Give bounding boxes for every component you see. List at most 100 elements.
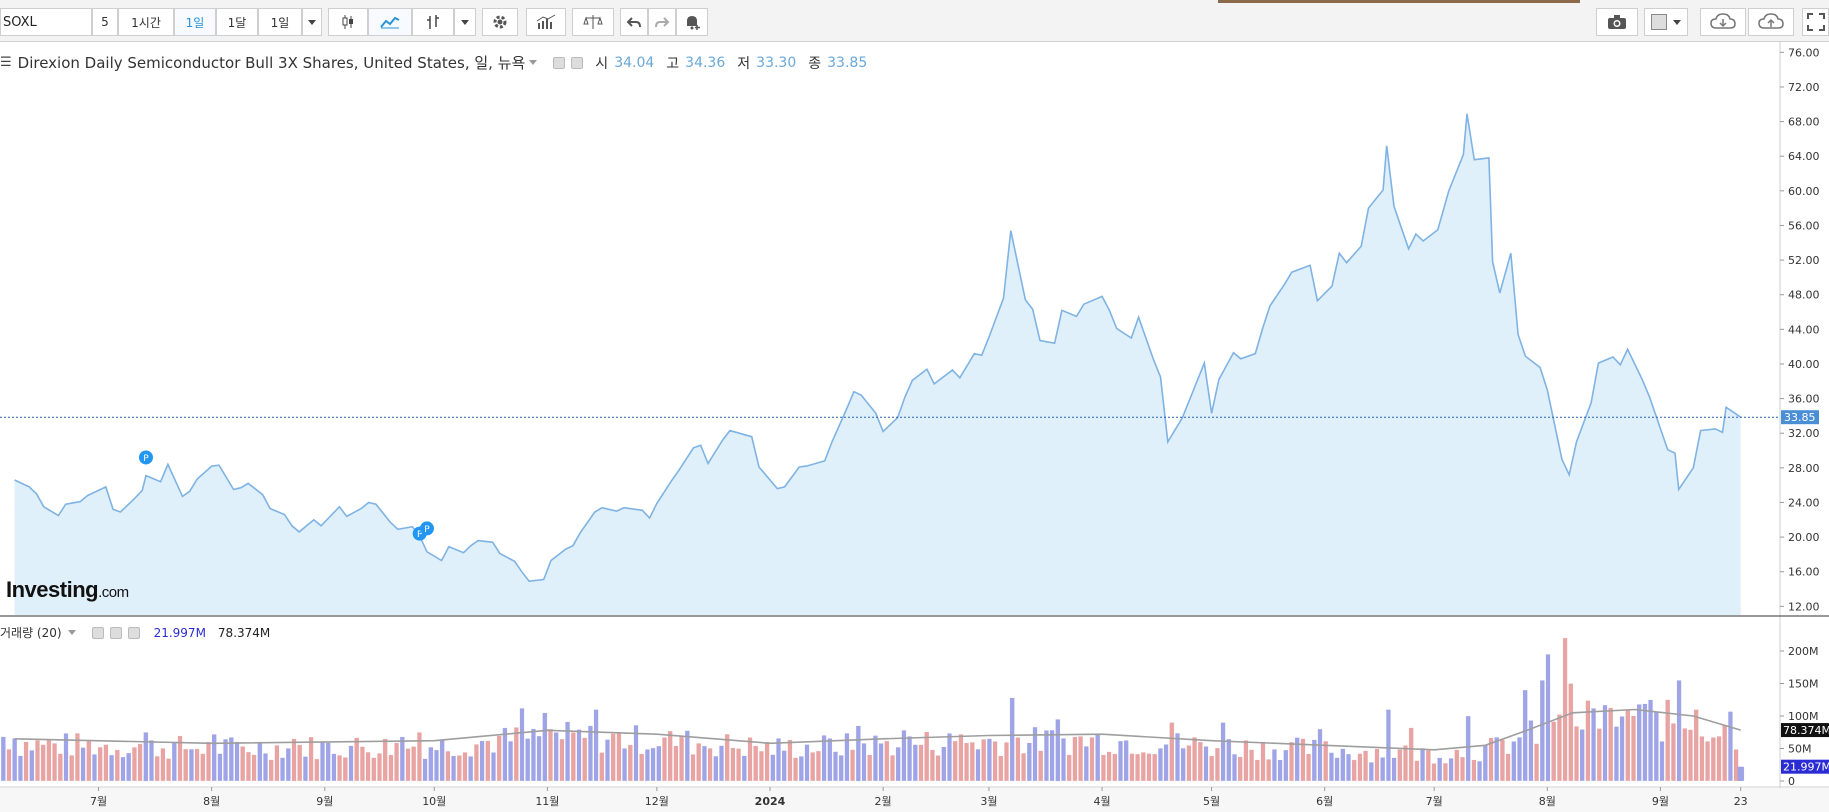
event-marker-label: P: [143, 454, 149, 464]
volume-bar: [508, 740, 514, 782]
volume-tick-label: 50M: [1788, 743, 1812, 756]
interval-1hour-button[interactable]: 1시간: [118, 8, 174, 36]
volume-bar: [1368, 762, 1374, 782]
interval-5-button[interactable]: 5: [92, 8, 118, 36]
settings-button[interactable]: [482, 8, 518, 36]
volume-bar: [234, 741, 240, 782]
volume-bar: [29, 750, 35, 782]
compare-button[interactable]: [572, 8, 614, 36]
bar-chart-button[interactable]: [412, 8, 454, 36]
volume-bar: [245, 751, 251, 782]
volume-bar: [354, 737, 360, 782]
volume-bar: [126, 752, 132, 782]
price-tick-label: 60.00: [1788, 185, 1820, 198]
volume-bar: [1716, 736, 1722, 782]
screenshot-button[interactable]: [1596, 8, 1638, 36]
fullscreen-button[interactable]: [1802, 8, 1829, 36]
volume-bar: [525, 738, 531, 782]
volume-bar: [781, 750, 787, 782]
redo-button[interactable]: [648, 8, 676, 36]
volume-bar: [92, 754, 97, 782]
volume-bar: [1232, 753, 1237, 782]
volume-bar: [1608, 707, 1614, 782]
time-tick-label: 9월: [1652, 795, 1669, 808]
volume-bar: [912, 744, 918, 782]
time-tick-label: 10월: [422, 795, 446, 808]
symbol-input[interactable]: [0, 8, 92, 36]
volume-bar: [337, 755, 343, 782]
volume-bar: [137, 743, 143, 782]
chevron-down-icon[interactable]: [529, 60, 538, 65]
volume-bar: [1346, 753, 1351, 782]
volume-bar: [188, 748, 194, 782]
settings-icon[interactable]: [109, 626, 122, 639]
indicators-button[interactable]: [526, 8, 566, 36]
save-layout-button[interactable]: [1748, 8, 1794, 36]
volume-bar: [1693, 709, 1699, 782]
volume-bar: [1499, 739, 1505, 782]
volume-bar: [969, 742, 975, 782]
candlestick-button[interactable]: [328, 8, 368, 36]
chart-area[interactable]: 76.00 72.00 68.00 64.00 60.00 56.00 52.00 48.00…: [0, 42, 1829, 812]
volume-bar: [1596, 728, 1602, 782]
volume-bar: [964, 742, 970, 782]
volume-bar: [1032, 726, 1038, 782]
chevron-down-icon: [461, 19, 469, 25]
price-tick-label: 16.00: [1788, 566, 1820, 579]
volume-bar: [462, 752, 468, 782]
banner-strip: [1218, 0, 1580, 3]
volume-bar: [280, 757, 286, 782]
volume-bar: [1722, 724, 1728, 782]
chart-type-dropdown[interactable]: [454, 8, 476, 36]
interval-dropdown[interactable]: [302, 8, 322, 36]
volume-bar: [622, 748, 628, 782]
volume-bar: [1163, 744, 1169, 782]
volume-bar: [263, 753, 268, 782]
volume-bar: [1289, 741, 1294, 782]
load-layout-button[interactable]: [1700, 8, 1746, 36]
time-tick-label: 23: [1734, 795, 1748, 808]
chevron-down-icon[interactable]: [67, 630, 76, 635]
close-icon[interactable]: [127, 626, 140, 639]
volume-bar: [52, 743, 58, 782]
open-value: 34.04: [614, 54, 655, 71]
undo-button[interactable]: [620, 8, 648, 36]
time-tick-label: 8월: [1539, 795, 1556, 808]
volume-bar: [890, 755, 895, 782]
volume-bar: [1169, 722, 1175, 782]
volume-bar: [1397, 749, 1403, 782]
volume-bar: [1243, 740, 1249, 782]
chart-canvas[interactable]: 76.00 72.00 68.00 64.00 60.00 56.00 52.00 48.00…: [0, 42, 1829, 812]
price-tick-label: 76.00: [1788, 46, 1820, 59]
settings-icon[interactable]: [571, 56, 584, 69]
volume-bar: [1317, 728, 1323, 782]
interval-1month-button[interactable]: 1달: [216, 8, 258, 36]
undo-icon: [626, 17, 641, 28]
volume-bar: [359, 746, 365, 782]
visibility-icon[interactable]: [553, 56, 566, 69]
cloud-download-icon: [1710, 13, 1736, 29]
volume-bar: [1049, 729, 1055, 782]
visibility-icon[interactable]: [91, 626, 104, 639]
volume-bar: [530, 728, 536, 782]
volume-bar: [724, 733, 730, 782]
volume-bar: [1568, 683, 1574, 782]
volume-bar: [747, 737, 753, 782]
symbol-menu-icon[interactable]: ☰: [0, 55, 12, 70]
volume-bar: [1180, 747, 1186, 782]
volume-bar: [593, 709, 599, 782]
volume-bar: [12, 738, 18, 782]
volume-bar: [1425, 750, 1431, 782]
volume-bar: [1009, 697, 1015, 782]
volume-indicator-label[interactable]: 거래량 (20): [0, 626, 62, 640]
volume-bar: [1403, 745, 1408, 782]
volume-bar: [1454, 749, 1460, 782]
alert-button[interactable]: [676, 8, 708, 36]
line-chart-button[interactable]: [368, 8, 412, 36]
interval-1day-button[interactable]: 1일: [174, 8, 216, 36]
color-template-button[interactable]: [1644, 8, 1688, 36]
volume-bar: [570, 732, 576, 782]
volume-ma-line: [14, 708, 1741, 751]
volume-bar: [1511, 741, 1517, 782]
range-1day-button[interactable]: 1일: [258, 8, 302, 36]
